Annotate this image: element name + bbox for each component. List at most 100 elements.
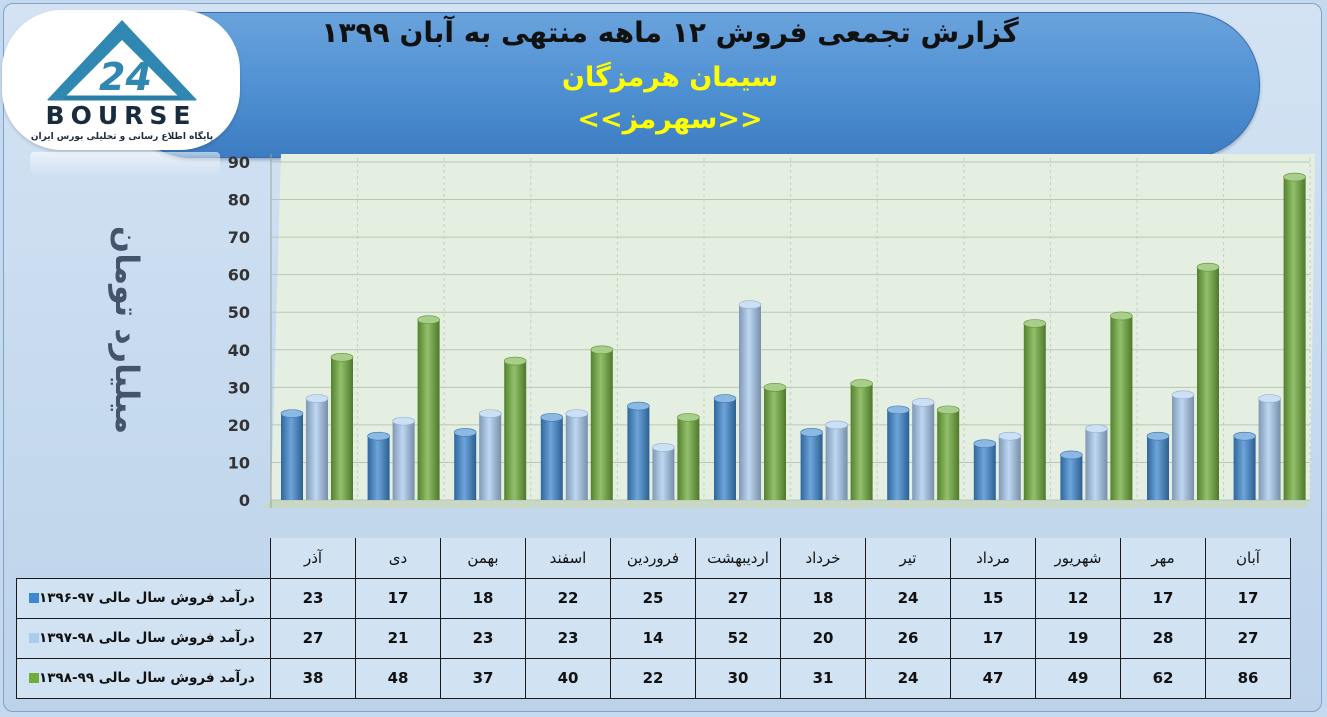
- plot-floor: [263, 500, 1310, 508]
- data-label: 27: [695, 577, 781, 619]
- data-label: 23: [270, 577, 356, 619]
- data-label: 62: [1120, 657, 1206, 699]
- bar-cap-2-11: [1283, 172, 1306, 182]
- bar-2-4: [677, 417, 700, 500]
- data-label: 31: [780, 657, 866, 699]
- bar-0-8: [973, 443, 996, 500]
- logo-tagline: پایگاه اطلاع رسانی و تحلیلی بورس ایران: [30, 132, 214, 142]
- legend-label: درآمد فروش سال مالی ۹۷-۱۳۹۶: [39, 590, 255, 606]
- bar-1-4: [652, 447, 675, 500]
- table-row: درآمد فروش سال مالی ۹۸-۱۳۹۷ 27 21 23 23 14 52 2…: [16, 617, 1291, 659]
- data-label: 26: [865, 617, 951, 659]
- x-tick-label: تیر: [865, 538, 951, 579]
- x-tick-label: آبان: [1205, 538, 1291, 579]
- data-table: آذر دی بهمن اسفند فروردین اردیبهشت خرداد تیر مرد…: [16, 538, 1291, 699]
- data-label: 19: [1035, 617, 1121, 659]
- x-tick-label: اسفند: [525, 538, 611, 579]
- bar-0-6: [800, 432, 823, 500]
- legend-entry: درآمد فروش سال مالی ۹۹-۱۳۹۸: [16, 657, 271, 699]
- bar-0-10: [1147, 436, 1169, 500]
- legend-entry: درآمد فروش سال مالی ۹۸-۱۳۹۷: [16, 617, 271, 659]
- bar-cap-1-3: [565, 409, 589, 418]
- data-label: 17: [355, 577, 441, 619]
- bar-0-0: [281, 413, 303, 500]
- legend-label: درآمد فروش سال مالی ۹۹-۱۳۹۸: [39, 670, 255, 686]
- bar-cap-0-5: [713, 394, 737, 403]
- data-label: 23: [525, 617, 611, 659]
- report-title: گزارش تجمعی فروش ۱۲ ماهه منتهی به آبان ۱…: [321, 16, 1019, 49]
- table-row: درآمد فروش سال مالی ۹۷-۱۳۹۶ 23 17 18 22 25 27 1…: [16, 577, 1291, 619]
- y-tick-label: 60: [228, 266, 250, 285]
- data-label: 15: [950, 577, 1036, 619]
- bar-cap-2-10: [1196, 262, 1220, 272]
- bar-2-11: [1283, 177, 1306, 500]
- bar-2-1: [417, 319, 440, 500]
- bar-0-3: [540, 417, 563, 500]
- x-tick-label: مرداد: [950, 538, 1036, 579]
- data-label: 47: [950, 657, 1036, 699]
- x-tick-label: بهمن: [440, 538, 526, 579]
- y-tick-label: 0: [239, 491, 250, 510]
- bar-2-7: [937, 409, 960, 500]
- legend-swatch-icon: [29, 633, 39, 643]
- bar-cap-0-8: [973, 439, 997, 448]
- legend-entry: درآمد فروش سال مالی ۹۷-۱۳۹۶: [16, 577, 271, 619]
- bar-1-0: [306, 398, 328, 500]
- bar-cap-1-10: [1171, 390, 1195, 400]
- data-label: 30: [695, 657, 781, 699]
- bar-1-7: [912, 402, 935, 500]
- data-label: 12: [1035, 577, 1121, 619]
- bar-0-11: [1233, 436, 1256, 500]
- data-label: 49: [1035, 657, 1121, 699]
- bar-cap-2-4: [677, 413, 700, 422]
- bar-cap-0-10: [1146, 431, 1170, 441]
- bar-cap-2-6: [850, 379, 873, 388]
- plot-area: [271, 154, 1315, 500]
- y-tick-label: 20: [228, 416, 250, 435]
- y-tick-label: 50: [228, 303, 250, 322]
- table-corner: [17, 538, 271, 578]
- y-tick-label: 30: [228, 378, 250, 397]
- data-label: 27: [1205, 617, 1291, 659]
- bar-cap-1-7: [911, 398, 935, 407]
- logo-reflection: [30, 152, 220, 176]
- legend-swatch-icon: [29, 673, 39, 683]
- ticker-symbol: <<سهرمز>>: [577, 104, 763, 135]
- bar-cap-1-11: [1258, 394, 1281, 403]
- logo-word: BOURSE: [45, 101, 197, 130]
- bar-cap-2-8: [1023, 319, 1047, 328]
- data-label: 28: [1120, 617, 1206, 659]
- data-label: 48: [355, 657, 441, 699]
- data-label: 14: [610, 617, 696, 659]
- bar-cap-2-5: [763, 383, 787, 392]
- bar-2-0: [331, 357, 353, 500]
- bourse24-logo: 24 BOURSE پایگاه اطلاع رسانی و تحلیلی بو…: [2, 10, 240, 150]
- logo-mark-text: 24: [99, 55, 152, 99]
- y-tick-label: 80: [228, 191, 250, 210]
- data-label: 27: [270, 617, 356, 659]
- data-label: 37: [440, 657, 526, 699]
- bar-cap-2-1: [417, 315, 440, 325]
- data-label: 17: [1120, 577, 1206, 619]
- y-tick-label: 70: [228, 228, 250, 247]
- bar-1-2: [479, 413, 502, 500]
- x-tick-label: شهریور: [1035, 538, 1121, 579]
- bar-0-1: [367, 436, 390, 500]
- bar-cap-0-0: [280, 409, 304, 418]
- bar-0-5: [714, 398, 736, 500]
- data-label: 22: [525, 577, 611, 619]
- x-tick-label: فروردین: [610, 538, 696, 579]
- data-label: 22: [610, 657, 696, 699]
- bar-cap-2-2: [503, 356, 527, 366]
- bar-1-1: [392, 421, 415, 500]
- bar-0-2: [454, 432, 477, 500]
- bar-1-9: [1085, 428, 1108, 500]
- legend-label: درآمد فروش سال مالی ۹۸-۱۳۹۷: [39, 630, 255, 646]
- bar-0-4: [627, 406, 650, 500]
- bar-1-8: [998, 436, 1021, 500]
- data-label: 18: [780, 577, 866, 619]
- bar-cap-1-1: [392, 416, 415, 426]
- logo-mark-icon: 24: [47, 20, 197, 101]
- bar-1-5: [739, 304, 761, 500]
